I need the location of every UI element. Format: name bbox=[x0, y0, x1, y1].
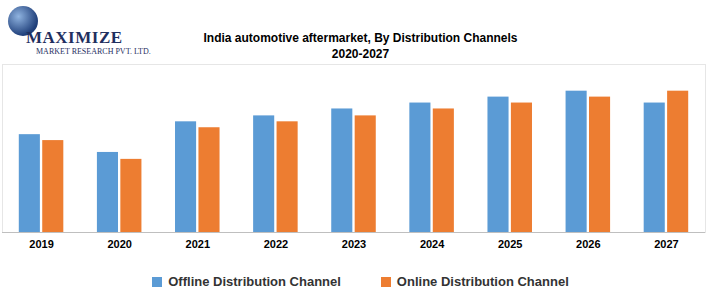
svg-text:2024: 2024 bbox=[420, 238, 445, 250]
html-text:India automotive aftermarket,: India automotive aftermarket, By Distrib… bbox=[203, 31, 518, 45]
svg-text:2025: 2025 bbox=[498, 238, 522, 250]
html-text:MAXIMIZE: MAXIMIZE bbox=[26, 28, 123, 47]
svg-text:2026: 2026 bbox=[576, 238, 600, 250]
svg-text:2023: 2023 bbox=[342, 238, 366, 250]
html-text:Offline Distribution Channel: Offline Distribution Channel bbox=[168, 274, 341, 289]
html-text:MARKET RESEARCH PVT. LTD.: MARKET RESEARCH PVT. LTD. bbox=[36, 47, 151, 56]
svg-text:2019: 2019 bbox=[29, 238, 53, 250]
svg-text:2021: 2021 bbox=[186, 238, 210, 250]
html-text:Online Distribution Channel: Online Distribution Channel bbox=[396, 274, 569, 289]
svg-text:2027: 2027 bbox=[654, 238, 678, 250]
svg-text:2022: 2022 bbox=[264, 238, 288, 250]
html-text:2020-2027: 2020-2027 bbox=[331, 47, 390, 61]
svg-text:2020: 2020 bbox=[107, 238, 131, 250]
